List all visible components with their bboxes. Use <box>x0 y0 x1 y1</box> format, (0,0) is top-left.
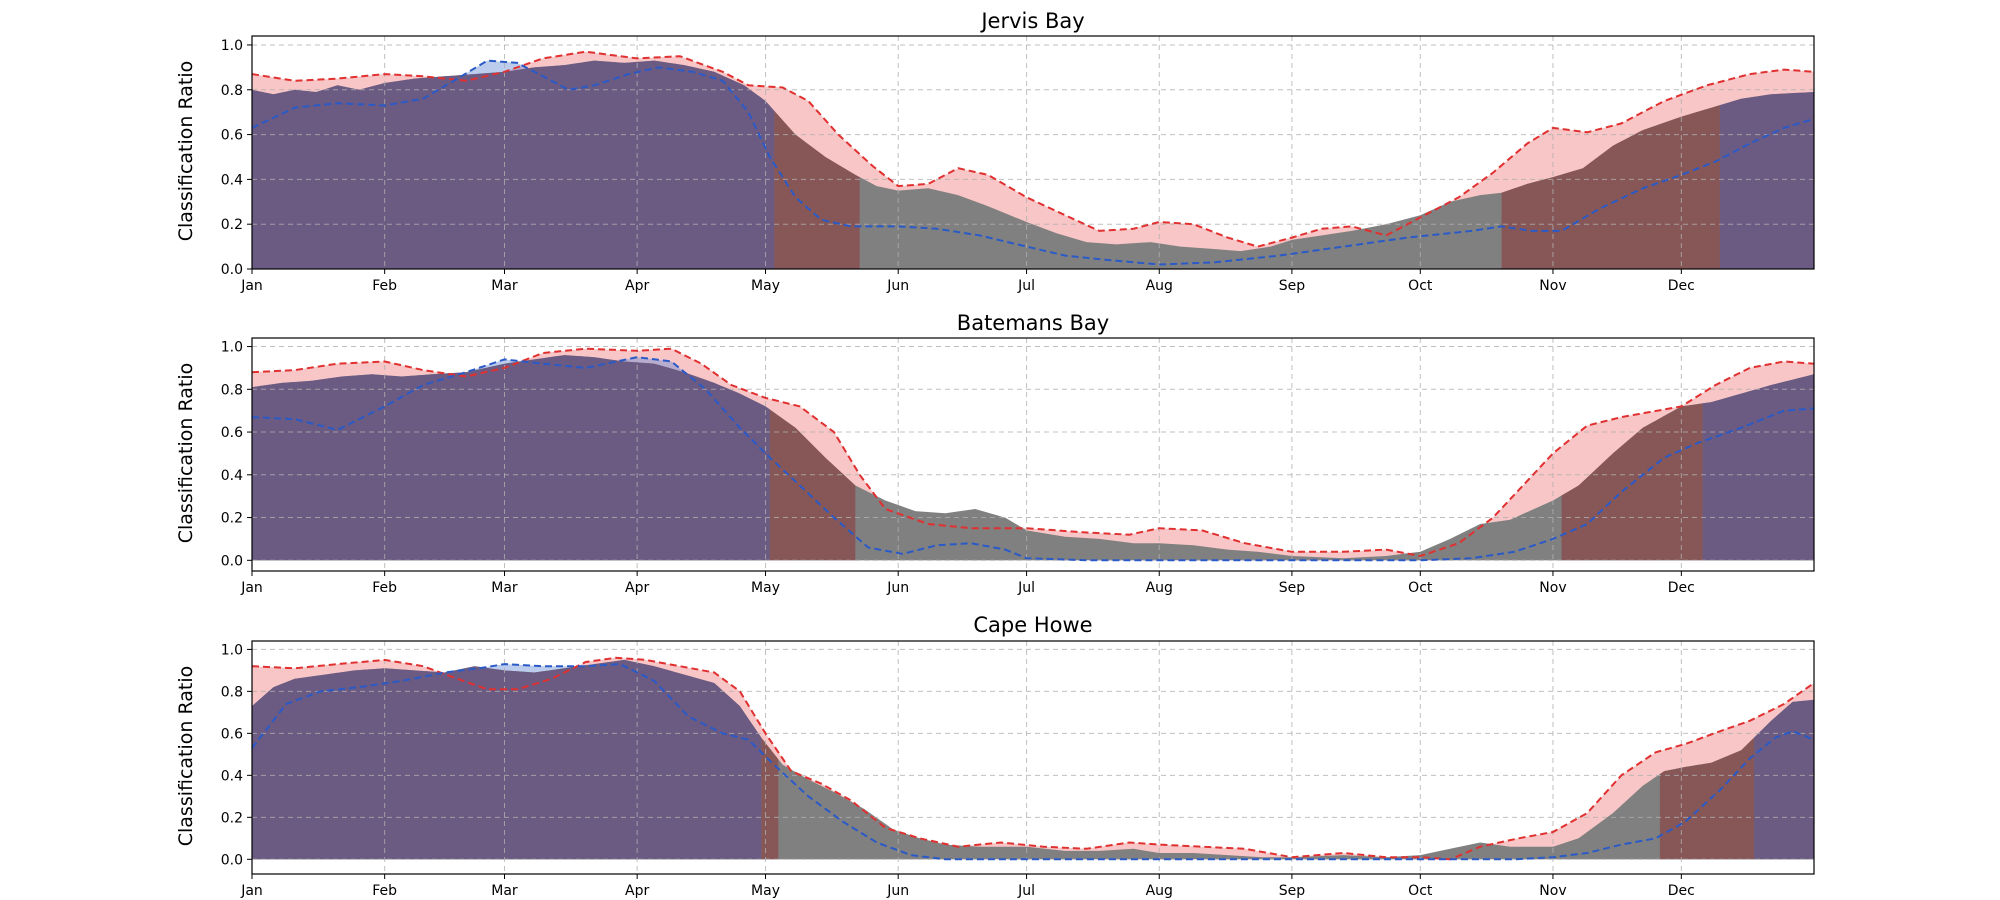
red-season-band <box>1561 403 1703 561</box>
y-tick-label: 1.0 <box>221 38 243 54</box>
x-tick-label: Nov <box>1539 883 1566 899</box>
y-tick-label: 0.2 <box>221 217 243 233</box>
y-tick-label: 1.0 <box>221 642 243 658</box>
x-tick-label: Mar <box>491 580 518 596</box>
x-tick-label: Feb <box>372 883 397 899</box>
panel-title: Cape Howe <box>973 613 1092 637</box>
red-season-band <box>1659 737 1755 860</box>
y-tick-label: 0.6 <box>221 726 243 742</box>
purple-season-band <box>1754 699 1814 860</box>
purple-season-band <box>252 60 775 269</box>
blue-tint-band <box>1719 92 1814 269</box>
y-axis-label: Classification Ratio <box>175 61 197 242</box>
blue-tint-band <box>252 659 762 860</box>
y-tick-label: 0.8 <box>221 83 243 99</box>
x-tick-label: Nov <box>1539 278 1566 294</box>
x-tick-label: Oct <box>1408 883 1433 899</box>
x-tick-label: Oct <box>1408 580 1433 596</box>
axes-frame <box>251 640 1815 875</box>
y-axis-label: Classification Ratio <box>175 666 197 847</box>
x-tick-label: Apr <box>625 580 649 596</box>
y-tick-label: 1.0 <box>221 340 243 356</box>
blue-tint-band <box>252 355 770 561</box>
plot-area: Jan Feb Mar Apr May Jun Jul Aug Sep Oct Nov Dec 0.0 0… <box>221 640 1815 899</box>
y-tick-label: 0.4 <box>221 468 243 484</box>
x-tick-label: Mar <box>491 883 518 899</box>
panel-jervis-bay: Jervis Bay Classification Ratio Jan Feb Ma… <box>175 9 1815 294</box>
panel-title: Jervis Bay <box>979 9 1084 33</box>
x-tick-label: Apr <box>625 883 649 899</box>
axes-frame <box>251 337 1815 572</box>
x-tick-label: Aug <box>1146 580 1173 596</box>
blue-model-line <box>252 59 1814 266</box>
purple-season-band <box>1702 374 1814 561</box>
y-tick-label: 0.0 <box>221 262 243 278</box>
blue-model-line <box>252 356 1814 562</box>
x-tick-label: May <box>751 278 780 294</box>
panel-title: Batemans Bay <box>957 311 1109 335</box>
red-season-band <box>774 110 860 269</box>
purple-season-band <box>1719 92 1814 269</box>
x-tick-label: Feb <box>372 278 397 294</box>
panel-batemans-bay: Batemans Bay Classification Ratio Jan Feb… <box>175 311 1815 596</box>
y-tick-label: 0.8 <box>221 382 243 398</box>
y-tick-label: 0.0 <box>221 553 243 569</box>
x-tick-label: Oct <box>1408 278 1433 294</box>
purple-season-band <box>252 355 770 561</box>
blue-tint-band <box>252 60 775 269</box>
x-tick-label: Jul <box>1017 278 1035 294</box>
x-tick-label: Sep <box>1279 883 1306 899</box>
y-tick-label: 0.8 <box>221 684 243 700</box>
x-tick-label: Jan <box>240 278 263 294</box>
y-tick-label: 0.6 <box>221 128 243 144</box>
x-tick-label: Dec <box>1668 580 1695 596</box>
x-tick-label: May <box>751 580 780 596</box>
x-tick-label: Jul <box>1017 580 1035 596</box>
red-model-line <box>252 50 1814 248</box>
x-tick-label: Aug <box>1146 278 1173 294</box>
y-tick-label: 0.2 <box>221 810 243 826</box>
purple-season-band <box>252 659 762 860</box>
plot-area: Jan Feb Mar Apr May Jun Jul Aug Sep Oct Nov Dec 0.0 0… <box>221 35 1815 294</box>
y-tick-label: 0.4 <box>221 172 243 188</box>
x-tick-label: Dec <box>1668 278 1695 294</box>
x-tick-label: Jun <box>886 580 909 596</box>
axes-frame <box>251 35 1815 270</box>
blue-tint-band <box>1702 374 1814 561</box>
x-tick-label: Aug <box>1146 883 1173 899</box>
x-tick-label: Jun <box>886 883 909 899</box>
x-tick-label: Jul <box>1017 883 1035 899</box>
y-axis-label: Classification Ratio <box>175 363 197 544</box>
x-tick-label: Apr <box>625 278 649 294</box>
blue-model-line <box>252 663 1814 861</box>
x-tick-label: Dec <box>1668 883 1695 899</box>
red-season-band <box>1501 105 1720 269</box>
x-tick-label: Sep <box>1279 278 1306 294</box>
x-tick-label: Nov <box>1539 580 1566 596</box>
plot-area: Jan Feb Mar Apr May Jun Jul Aug Sep Oct Nov Dec 0.0 0… <box>221 337 1815 596</box>
y-tick-label: 0.4 <box>221 768 243 784</box>
x-tick-label: May <box>751 883 780 899</box>
red-model-line <box>252 347 1814 558</box>
x-tick-label: Sep <box>1279 580 1306 596</box>
x-tick-label: Jan <box>240 580 263 596</box>
red-model-line <box>252 656 1814 861</box>
red-season-band <box>769 409 856 561</box>
y-tick-label: 0.2 <box>221 511 243 527</box>
x-tick-label: Feb <box>372 580 397 596</box>
x-tick-label: Mar <box>491 278 518 294</box>
panel-cape-howe: Cape Howe Classification Ratio Jan Feb Mar… <box>175 613 1815 899</box>
x-tick-label: Jan <box>240 883 263 899</box>
x-tick-label: Jun <box>886 278 909 294</box>
y-tick-label: 0.6 <box>221 425 243 441</box>
y-tick-label: 0.0 <box>221 852 243 868</box>
blue-tint-band <box>1754 699 1814 860</box>
